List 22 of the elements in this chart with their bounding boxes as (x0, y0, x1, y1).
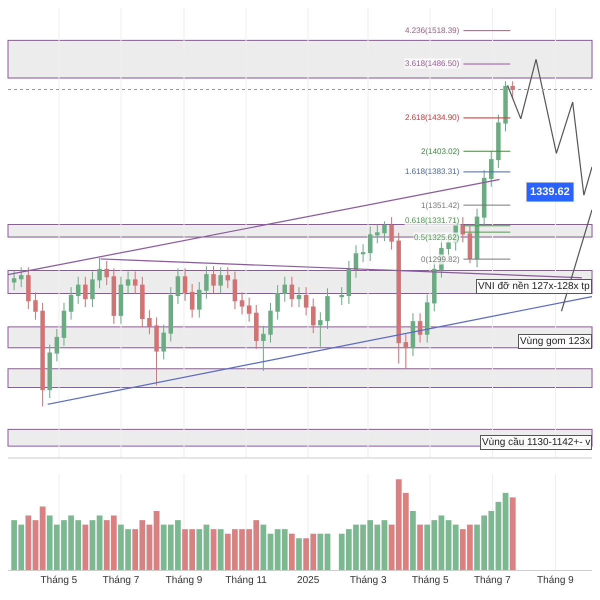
ref-line-label: 4.236(1518.39) (405, 26, 460, 35)
ref-line-label: 0(1299.82) (421, 255, 460, 264)
ref-line-label: 2.618(1434.90) (405, 113, 460, 122)
x-tick-label: Tháng 7 (474, 575, 512, 586)
ref-line-label: 0.618(1331.71) (405, 216, 460, 225)
x-tick-label: Tháng 11 (225, 575, 268, 586)
x-tick-label: Tháng 5 (40, 575, 78, 586)
x-tick-label: Tháng 5 (412, 575, 450, 586)
ref-line-label: 3.618(1486.50) (405, 59, 460, 68)
x-tick-label: Tháng 3 (350, 575, 387, 586)
ref-line-label: 0.5(1325.62) (414, 233, 460, 242)
ref-line-label: 1(1351.42) (421, 201, 460, 210)
band-label: Vùng cầu 1130-1142+- v (482, 437, 590, 448)
x-tick-label: 2025 (297, 575, 320, 586)
band-label: Vùng gom 123x (520, 336, 590, 347)
band-label: VNI đỡ nền 127x-128x tp (478, 281, 590, 292)
x-tick-label: Tháng 7 (102, 575, 140, 586)
x-tick-label: Tháng 9 (166, 575, 203, 586)
annotation: 1339.62 (530, 186, 570, 198)
x-tick-label: Tháng 9 (537, 575, 574, 586)
ref-line-label: 1.618(1383.31) (405, 167, 460, 176)
ref-line-label: 2(1403.02) (421, 147, 460, 156)
